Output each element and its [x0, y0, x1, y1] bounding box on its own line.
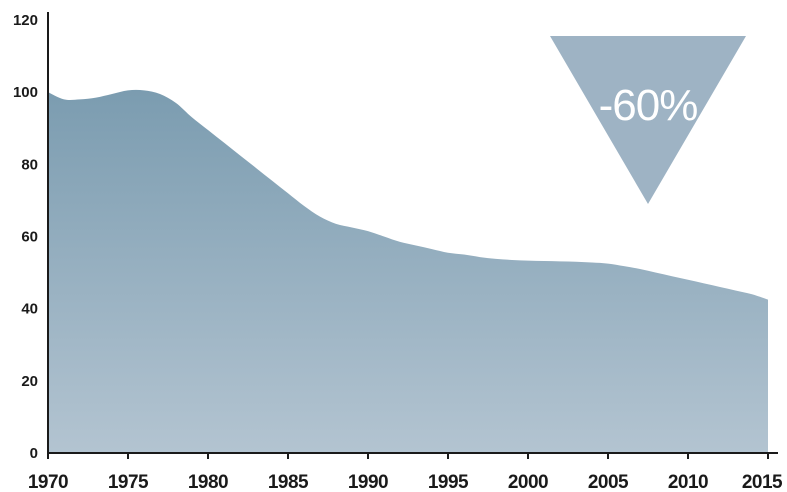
plot-area — [48, 89, 768, 454]
y-tick-label: 60 — [21, 229, 38, 246]
down-triangle-icon — [550, 36, 746, 204]
x-tick-label: 1995 — [428, 472, 469, 492]
decline-callout: -60% — [550, 36, 746, 204]
x-tick-label: 1980 — [188, 472, 228, 492]
x-tick-label: 1985 — [268, 472, 309, 492]
x-tick-label: 1970 — [28, 472, 68, 492]
x-tick-label: 2015 — [742, 472, 783, 492]
y-tick-label: 80 — [21, 156, 38, 173]
y-tick-label: 20 — [21, 373, 38, 390]
x-tick-label: 2010 — [668, 472, 708, 492]
callout-label: -60% — [599, 81, 698, 130]
x-tick-label: 2005 — [588, 472, 629, 492]
y-tick-label: 100 — [13, 84, 38, 101]
y-axis-ticks: 0 20 40 60 80 100 120 — [13, 12, 38, 462]
series-area — [48, 89, 768, 454]
x-tick-label: 1990 — [348, 472, 388, 492]
x-tick-label: 1975 — [108, 472, 149, 492]
y-tick-label: 0 — [30, 445, 38, 462]
y-tick-label: 120 — [13, 12, 38, 29]
y-tick-label: 40 — [21, 301, 38, 318]
x-axis-ticks: 1970 1975 1980 1985 1990 1995 2000 2005 2010 2015 — [28, 453, 784, 492]
x-tick-label: 2000 — [508, 472, 548, 492]
